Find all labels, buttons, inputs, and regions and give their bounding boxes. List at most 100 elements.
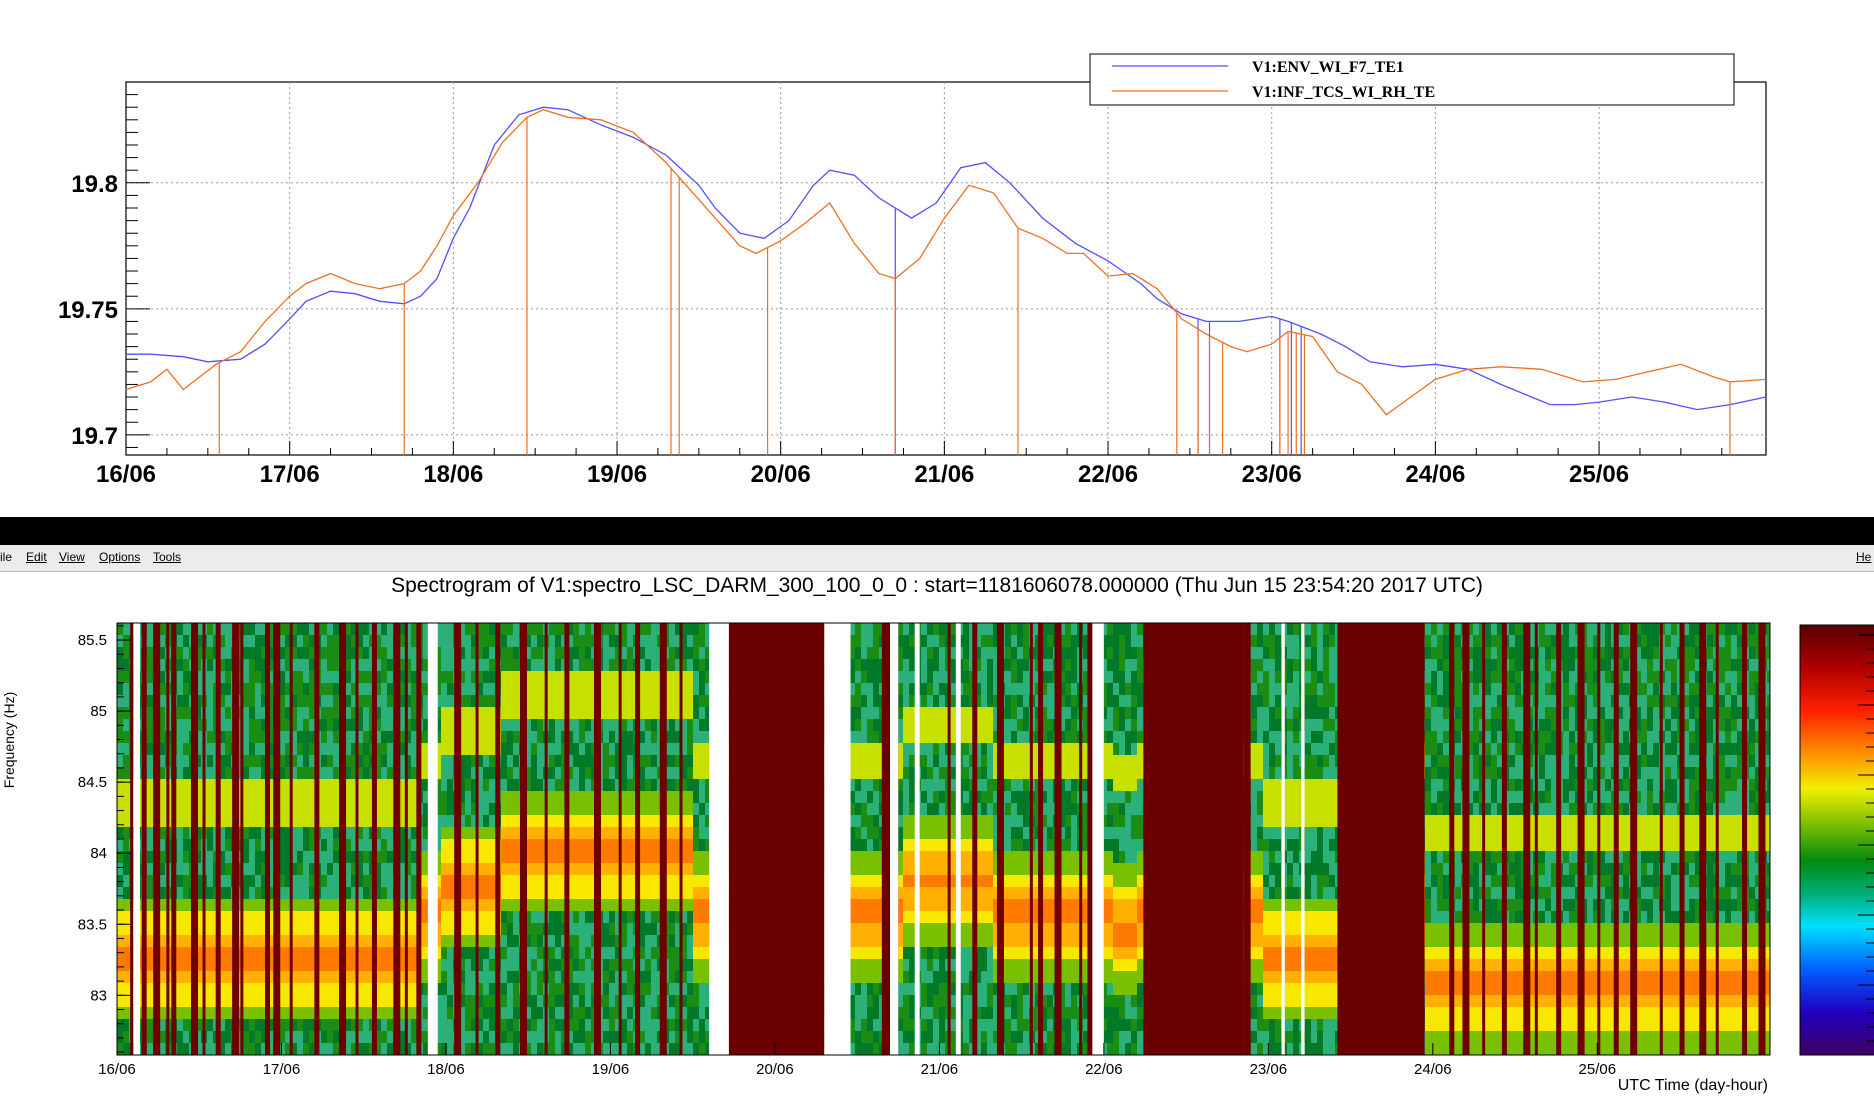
spectrogram-cell (585, 767, 592, 780)
spectrogram-cell (279, 863, 286, 876)
spectrogram-cell (333, 671, 340, 684)
spectrogram-cell (603, 767, 610, 780)
spectrogram-cell (249, 707, 256, 720)
spectrogram-cell (117, 695, 124, 708)
spectrogram-cell (567, 827, 574, 840)
menu-tools[interactable]: Tools (153, 550, 181, 564)
spectrogram-cell (249, 671, 256, 684)
spectrogram-cell (513, 851, 520, 864)
spectrogram-cell (855, 731, 862, 744)
spectrogram-cell (363, 647, 370, 660)
spectrogram-cell (261, 947, 268, 960)
spectrogram-cell (375, 875, 382, 888)
spectrogram-cell (477, 995, 484, 1008)
spectrogram-cell (627, 935, 634, 948)
spectrogram-cell (675, 719, 682, 732)
spectrogram-cell (261, 803, 268, 816)
spectrogram-cell (531, 695, 538, 708)
spectrogram-cell (513, 899, 520, 912)
spectrogram-cell (123, 647, 130, 660)
spectrogram-cell (243, 791, 250, 804)
spectrogram-cell (291, 947, 298, 960)
spectrogram-cell (855, 899, 862, 912)
spectrogram-cell (645, 815, 652, 828)
spectrogram-cell (297, 839, 304, 852)
spectrogram-cell (501, 659, 508, 672)
spectrogram-cell (849, 947, 856, 960)
spectrogram-cell (333, 623, 340, 636)
spectrogram-cell (195, 695, 202, 708)
menu-help[interactable]: He (1856, 550, 1871, 564)
spectrogram-cell (477, 851, 484, 864)
spectrogram-cell (693, 983, 700, 996)
spectrogram-cell (285, 1007, 292, 1020)
spectrogram-cell (855, 983, 862, 996)
spectrogram-cell (873, 887, 880, 900)
spectrogram-cell (615, 707, 622, 720)
spectrogram-cell (297, 851, 304, 864)
spectrogram-cell (261, 659, 268, 672)
spectrogram-cell (225, 791, 232, 804)
spectrogram-cell (309, 1031, 316, 1044)
spectrogram-cell (669, 911, 676, 924)
spectrogram-cell (363, 671, 370, 684)
spectrogram-cell (903, 683, 910, 696)
spectrogram-cell (873, 923, 880, 936)
spectrogram-cell (405, 623, 412, 636)
spectrogram-cell (117, 887, 124, 900)
spectrogram-cell (225, 935, 232, 948)
spectrogram-cell (375, 731, 382, 744)
spectrogram-cell (297, 671, 304, 684)
spectrogram-cell (441, 839, 448, 852)
spectrogram-cell (237, 959, 244, 972)
spectrogram-cell (447, 971, 454, 984)
spectrogram-cell (465, 803, 472, 816)
menu-view[interactable]: View (59, 550, 85, 564)
spectrogram-cell (861, 659, 868, 672)
spectrogram-cell (441, 875, 448, 888)
spectrogram-cell (513, 683, 520, 696)
menu-options[interactable]: Options (99, 550, 140, 564)
spectrogram-cell (441, 803, 448, 816)
spectrogram-cell (357, 647, 364, 660)
spectrogram-cell (849, 755, 856, 768)
spectrogram-cell (669, 719, 676, 732)
spectrogram-cell (405, 719, 412, 732)
spectrogram-cell (375, 767, 382, 780)
spectrogram-cell (249, 899, 256, 912)
spectrogram-cell (579, 719, 586, 732)
spectrogram-cell (291, 971, 298, 984)
spectrogram-cell (459, 923, 466, 936)
spectrogram-cell (243, 863, 250, 876)
spectrogram-cell (627, 995, 634, 1008)
spectrogram-cell (225, 1031, 232, 1044)
spectrogram-cell (483, 995, 490, 1008)
spectrogram-cell (675, 899, 682, 912)
spectrogram-cell (225, 875, 232, 888)
spectrogram-cell (351, 731, 358, 744)
spectrogram-cell (159, 1007, 166, 1020)
spectrogram-cell (387, 851, 394, 864)
spectrogram-cell (537, 971, 544, 984)
spectrogram-cell (411, 695, 418, 708)
menu-file[interactable]: ile (0, 550, 13, 564)
spectrogram-cell (627, 887, 634, 900)
spectrogram-cell (117, 803, 124, 816)
spectrogram-cell (309, 827, 316, 840)
spectrogram-cell (399, 731, 406, 744)
spectrogram-cell (555, 935, 562, 948)
menu-edit[interactable]: Edit (26, 550, 47, 564)
spectrogram-cell (297, 1043, 304, 1055)
spectrogram-cell (327, 875, 334, 888)
spectrogram-cell (243, 971, 250, 984)
spectrogram-cell (147, 803, 154, 816)
spectrogram-cell (549, 803, 556, 816)
spectrogram-cell (603, 803, 610, 816)
spectrogram-cell (615, 635, 622, 648)
spectrogram-cell (621, 887, 628, 900)
spectrogram-cell (351, 719, 358, 732)
spectrogram-cell (225, 1043, 232, 1055)
spectrogram-cell (687, 839, 694, 852)
spectrogram-cell (699, 1043, 706, 1055)
spectrogram-cell (249, 971, 256, 984)
